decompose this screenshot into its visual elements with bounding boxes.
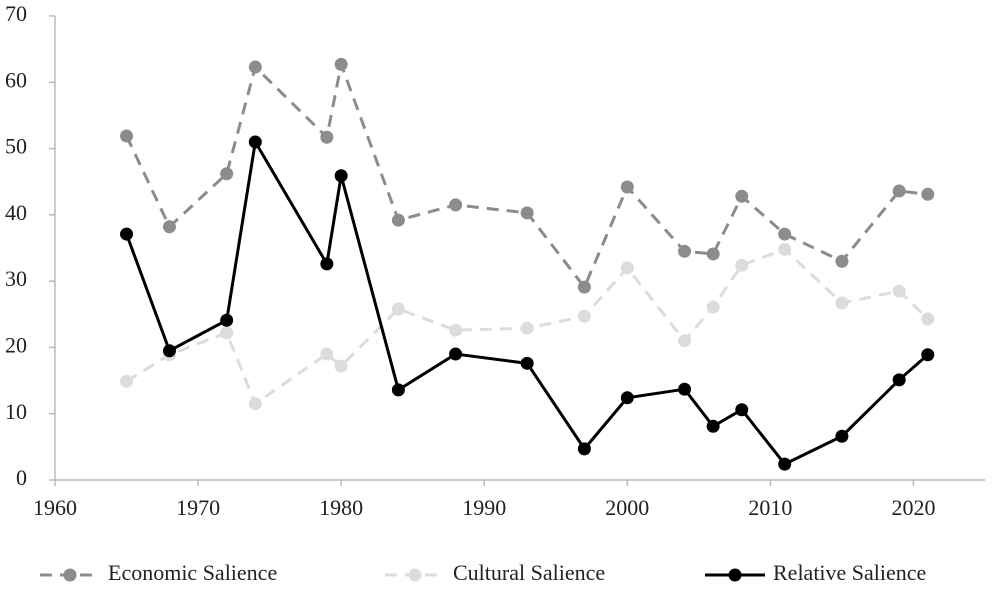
legend-marker xyxy=(728,568,742,582)
data-point xyxy=(520,206,534,220)
y-tick-label: 20 xyxy=(5,332,27,357)
data-point xyxy=(620,261,634,275)
data-point xyxy=(248,60,262,74)
data-point xyxy=(778,457,792,471)
data-point xyxy=(162,344,176,358)
data-point xyxy=(334,359,348,373)
legend-label: Economic Salience xyxy=(108,560,277,585)
x-tick-label: 2010 xyxy=(748,495,792,520)
x-tick-label: 2020 xyxy=(891,495,935,520)
data-point xyxy=(120,129,134,143)
data-point xyxy=(706,300,720,314)
legend-label: Cultural Salience xyxy=(453,560,605,585)
data-point xyxy=(577,442,591,456)
data-point xyxy=(320,347,334,361)
y-tick-label: 70 xyxy=(5,1,27,26)
data-point xyxy=(706,247,720,261)
y-tick-label: 30 xyxy=(5,266,27,291)
legend-marker xyxy=(63,568,77,582)
data-point xyxy=(162,220,176,234)
data-point xyxy=(706,419,720,433)
data-point xyxy=(334,169,348,183)
y-tick-label: 40 xyxy=(5,200,27,225)
data-point xyxy=(577,280,591,294)
x-tick-label: 1980 xyxy=(319,495,363,520)
data-point xyxy=(577,309,591,323)
data-point xyxy=(391,383,405,397)
data-point xyxy=(735,403,749,417)
data-point xyxy=(620,180,634,194)
legend-marker xyxy=(408,568,422,582)
data-point xyxy=(778,227,792,241)
series-line xyxy=(125,58,928,291)
data-point xyxy=(892,284,906,298)
x-tick-label: 2000 xyxy=(605,495,649,520)
data-point xyxy=(220,167,234,181)
data-point xyxy=(220,313,234,327)
y-tick-label: 0 xyxy=(16,465,27,490)
data-point xyxy=(391,213,405,227)
data-point xyxy=(520,321,534,335)
data-point xyxy=(678,244,692,258)
data-point xyxy=(334,57,348,71)
data-point xyxy=(735,258,749,272)
legend-label: Relative Salience xyxy=(773,560,926,585)
data-point xyxy=(921,348,935,362)
data-point xyxy=(678,382,692,396)
data-point xyxy=(520,356,534,370)
data-point xyxy=(120,374,134,388)
data-point xyxy=(778,242,792,256)
data-point xyxy=(248,397,262,411)
series-line xyxy=(125,137,929,466)
data-point xyxy=(678,334,692,348)
data-point xyxy=(892,184,906,198)
data-point xyxy=(320,257,334,271)
data-point xyxy=(320,130,334,144)
data-point xyxy=(220,326,234,340)
data-point xyxy=(248,135,262,149)
data-point xyxy=(449,198,463,212)
y-tick-label: 50 xyxy=(5,134,27,159)
x-tick-label: 1960 xyxy=(33,495,77,520)
data-point xyxy=(835,296,849,310)
y-tick-label: 10 xyxy=(5,399,27,424)
x-tick-label: 1990 xyxy=(462,495,506,520)
data-point xyxy=(620,391,634,405)
data-point xyxy=(921,187,935,201)
y-tick-label: 60 xyxy=(5,67,27,92)
data-point xyxy=(892,373,906,387)
data-point xyxy=(391,302,405,316)
data-point xyxy=(449,347,463,361)
data-point xyxy=(921,312,935,326)
data-point xyxy=(835,254,849,268)
data-point xyxy=(735,189,749,203)
data-point xyxy=(449,323,463,337)
data-point xyxy=(835,429,849,443)
data-point xyxy=(120,227,134,241)
x-tick-label: 1970 xyxy=(176,495,220,520)
